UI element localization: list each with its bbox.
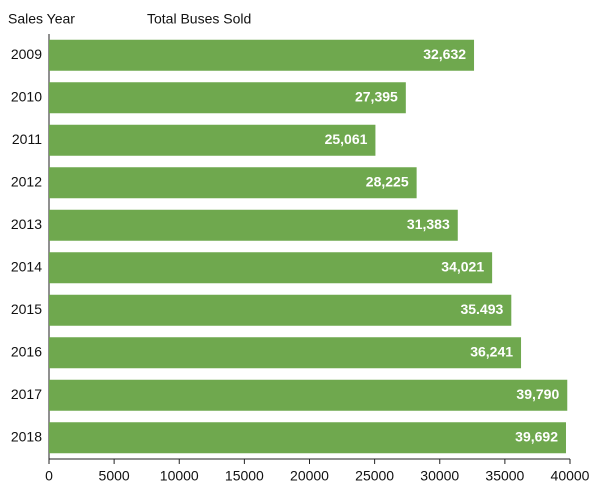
- value-label: 35.493: [460, 301, 503, 317]
- y-tick-label: 2009: [11, 46, 42, 62]
- value-label: 36,241: [470, 343, 513, 359]
- value-label: 34,021: [441, 258, 484, 274]
- y-axis-label: Sales Year: [8, 11, 75, 27]
- bar: [49, 82, 406, 114]
- bar: [49, 209, 458, 241]
- bar: [49, 39, 475, 71]
- value-label: 39,790: [516, 386, 559, 402]
- x-tick-label: 35000: [485, 468, 524, 484]
- x-tick-label: 5000: [99, 468, 130, 484]
- x-tick-label: 40000: [551, 468, 590, 484]
- y-tick-label: 2012: [11, 173, 42, 189]
- bar: [49, 337, 522, 369]
- bar: [49, 294, 512, 326]
- value-label: 39,692: [515, 428, 558, 444]
- x-tick-label: 10000: [160, 468, 199, 484]
- chart-title: Total Buses Sold: [147, 11, 251, 27]
- y-tick-label: 2014: [11, 258, 42, 274]
- y-tick-label: 2015: [11, 301, 42, 317]
- bar: [49, 422, 566, 454]
- x-tick-label: 30000: [420, 468, 459, 484]
- y-tick-label: 2017: [11, 386, 42, 402]
- value-label: 25,061: [325, 131, 368, 147]
- y-tick-label: 2010: [11, 88, 42, 104]
- bar: [49, 252, 493, 284]
- value-label: 32,632: [423, 46, 466, 62]
- bar: [49, 124, 376, 156]
- x-tick-label: 25000: [355, 468, 394, 484]
- value-label: 31,383: [407, 216, 450, 232]
- bar: [49, 379, 568, 411]
- x-tick-label: 15000: [225, 468, 264, 484]
- x-tick-label: 0: [45, 468, 53, 484]
- y-tick-label: 2018: [11, 428, 42, 444]
- y-tick-label: 2016: [11, 343, 42, 359]
- bar: [49, 167, 417, 199]
- x-tick-label: 20000: [290, 468, 329, 484]
- value-label: 28,225: [366, 173, 409, 189]
- value-label: 27,395: [355, 88, 398, 104]
- y-tick-label: 2011: [12, 131, 42, 147]
- y-tick-label: 2013: [11, 216, 42, 232]
